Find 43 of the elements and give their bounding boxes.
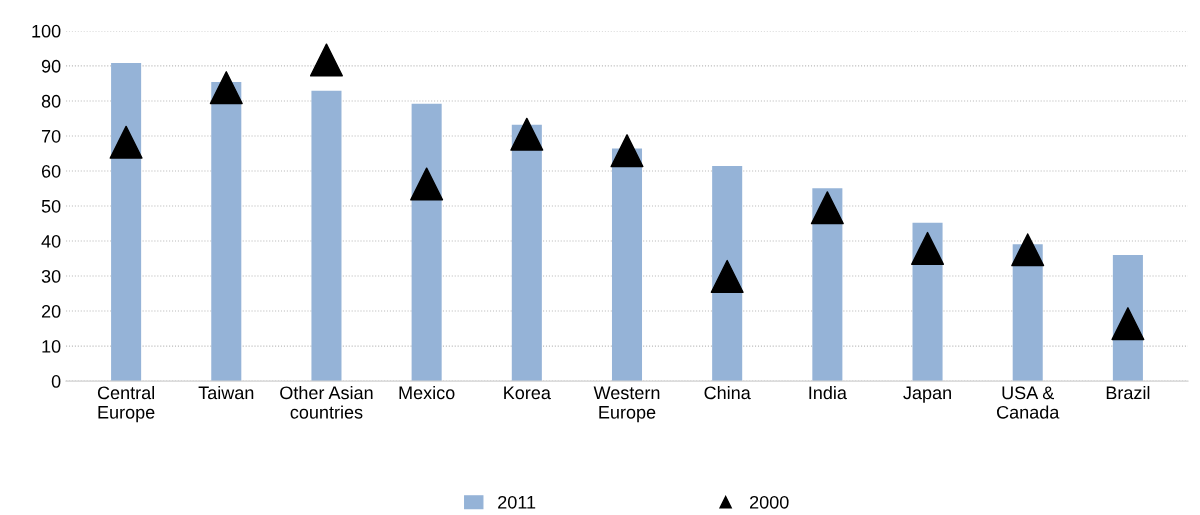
x-tick-label: Mexico — [399, 385, 455, 400]
bar — [611, 148, 643, 382]
y-tick-label: 0 — [51, 375, 61, 388]
bar — [111, 63, 142, 382]
bar — [812, 188, 843, 382]
y-tick-label: 100 — [32, 24, 61, 38]
x-tick-label: Korea — [504, 386, 551, 400]
x-tick-label: Japan — [903, 386, 951, 403]
x-tick-label: Western Europe — [593, 386, 660, 423]
point — [610, 134, 644, 168]
point — [209, 71, 243, 105]
legend-label: 2011 — [498, 495, 536, 509]
point — [810, 191, 844, 225]
legend-label: 2000 — [750, 495, 789, 509]
point — [109, 125, 143, 159]
y-tick-label: 30 — [41, 269, 61, 283]
y-tick-label: 10 — [42, 340, 61, 353]
y-tick-label: 80 — [41, 94, 61, 108]
y-tick-label: 50 — [41, 199, 61, 213]
bar — [311, 90, 342, 382]
point — [911, 231, 945, 265]
x-tick-label: China — [704, 385, 751, 400]
y-tick-label: 70 — [41, 129, 61, 143]
x-tick-label: Central Europe — [97, 385, 155, 423]
point — [410, 167, 444, 201]
y-tick-label: 20 — [41, 304, 61, 318]
point — [309, 43, 343, 77]
bar — [712, 166, 743, 382]
x-tick-label: Taiwan — [198, 385, 254, 400]
point — [710, 259, 744, 293]
y-tick-label: 40 — [41, 234, 61, 248]
x-tick-label: India — [809, 385, 847, 400]
y-tick-label: 90 — [41, 59, 61, 73]
point — [1111, 307, 1145, 341]
y-tick-label: 60 — [41, 164, 61, 178]
x-tick-label: USA & Canada — [997, 386, 1060, 419]
x-tick-label: Other Asian countries — [280, 385, 373, 419]
point — [1011, 233, 1045, 267]
bar — [511, 124, 542, 382]
bar — [411, 103, 442, 382]
point — [510, 117, 544, 151]
x-tick-label: Brazil — [1106, 385, 1150, 400]
bar — [211, 82, 242, 382]
